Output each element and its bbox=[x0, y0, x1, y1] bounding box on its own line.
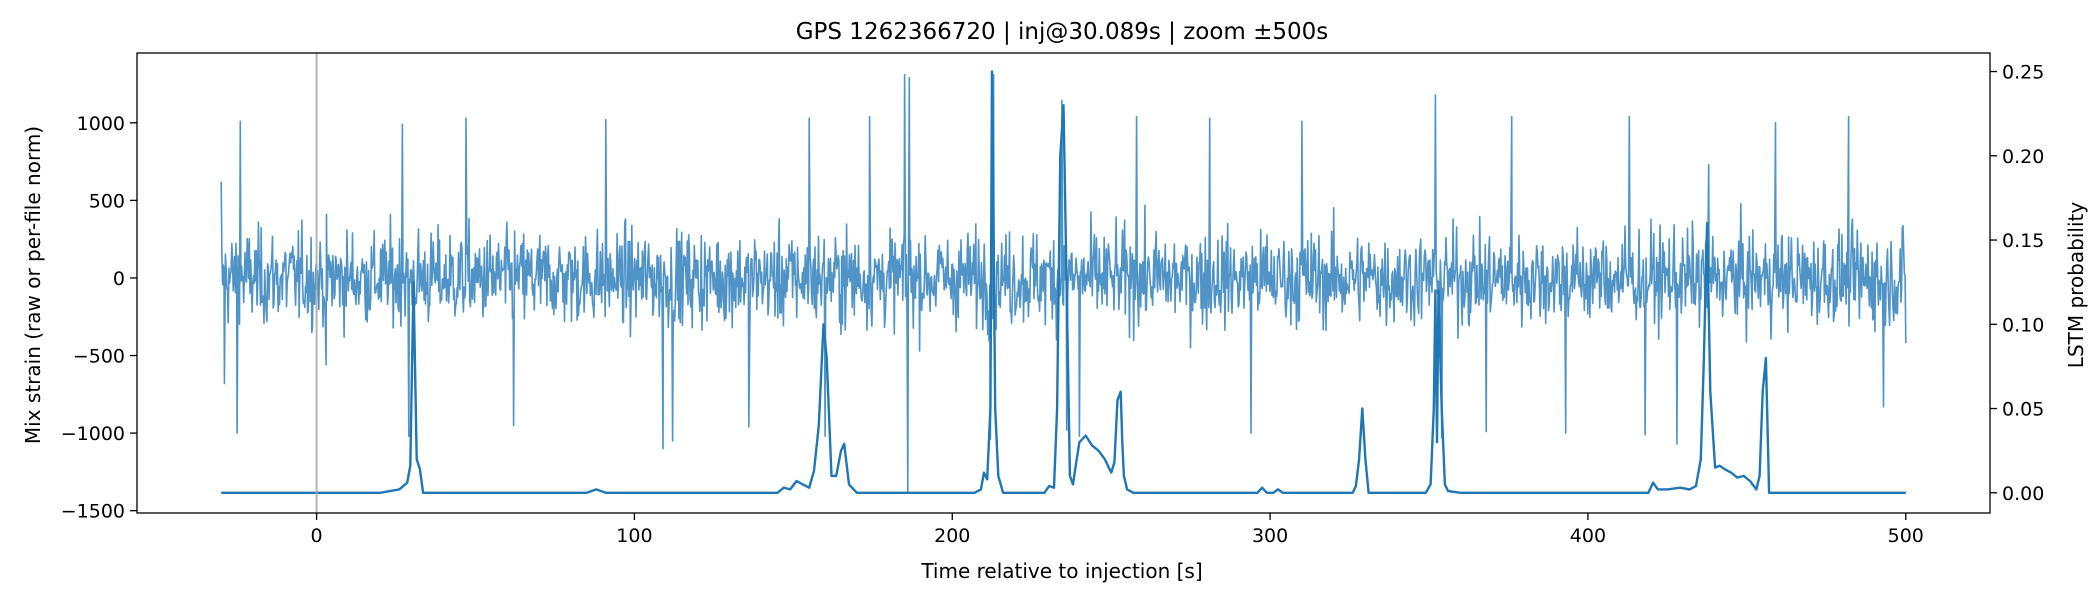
y-right-tick-label: 0.20 bbox=[2002, 146, 2044, 168]
x-tick-label: 100 bbox=[616, 525, 652, 547]
probability-series bbox=[221, 70, 1906, 494]
strain-series bbox=[220, 73, 1907, 493]
chart-title: GPS 1262366720 | inj@30.089s | zoom ±500… bbox=[796, 19, 1329, 45]
y-left-tick-label: −1000 bbox=[61, 423, 125, 445]
y-left-tick-label: −1500 bbox=[61, 501, 125, 523]
y-right-axis-ticks: 0.00 0.05 0.10 0.15 0.20 0.25 bbox=[1990, 62, 2044, 505]
y-right-tick-label: 0.00 bbox=[2002, 483, 2044, 505]
y-left-tick-label: 500 bbox=[89, 190, 125, 212]
x-tick-label: 300 bbox=[1252, 525, 1288, 547]
y-right-axis-label: LSTM probability bbox=[2064, 202, 2088, 369]
plot-frame bbox=[136, 52, 1991, 514]
y-left-axis-ticks: −1500 −1000 −500 0 500 1000 bbox=[61, 113, 137, 523]
x-tick-label: 500 bbox=[1888, 525, 1924, 547]
strain-line bbox=[220, 73, 1907, 493]
x-axis-ticks: 0 100 200 300 400 500 bbox=[311, 513, 1924, 547]
y-right-tick-label: 0.15 bbox=[2002, 230, 2044, 252]
y-left-tick-label: −500 bbox=[73, 346, 125, 368]
probability-line bbox=[221, 70, 1906, 494]
x-axis-label: Time relative to injection [s] bbox=[920, 559, 1202, 583]
y-left-tick-label: 0 bbox=[113, 268, 125, 290]
y-right-tick-label: 0.10 bbox=[2002, 314, 2044, 336]
x-tick-label: 200 bbox=[934, 525, 970, 547]
x-tick-label: 400 bbox=[1570, 525, 1606, 547]
y-left-tick-label: 1000 bbox=[77, 113, 125, 135]
y-right-tick-label: 0.05 bbox=[2002, 399, 2044, 421]
x-tick-label: 0 bbox=[311, 525, 323, 547]
y-right-tick-label: 0.25 bbox=[2002, 62, 2044, 84]
y-left-axis-label: Mix strain (raw or per-file norm) bbox=[21, 126, 45, 444]
